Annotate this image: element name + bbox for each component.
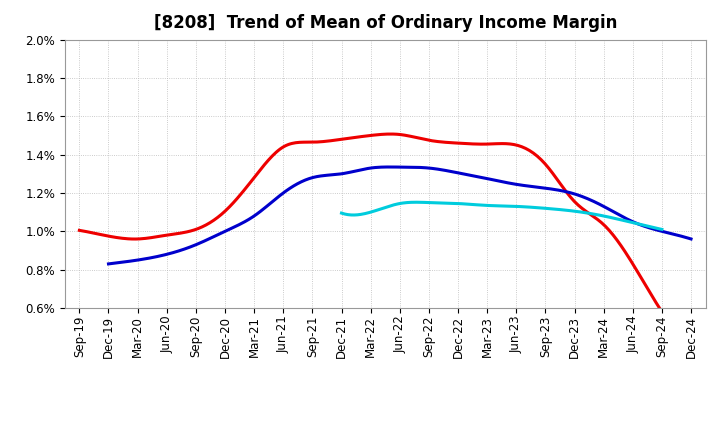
- 3 Years: [424, 137, 433, 143]
- 7 Years: [534, 205, 543, 210]
- Title: [8208]  Trend of Mean of Ordinary Income Margin: [8208] Trend of Mean of Ordinary Income …: [153, 15, 617, 33]
- 3 Years: [387, 132, 395, 137]
- 5 Years: [597, 202, 606, 208]
- 5 Years: [384, 165, 393, 170]
- 3 Years: [75, 228, 84, 233]
- 5 Years: [106, 261, 114, 266]
- 5 Years: [451, 170, 459, 175]
- 3 Years: [422, 137, 431, 143]
- 5 Years: [453, 170, 462, 175]
- 5 Years: [104, 261, 113, 267]
- 5 Years: [634, 221, 643, 227]
- 3 Years: [605, 228, 613, 233]
- 3 Years: [433, 139, 442, 144]
- 7 Years: [608, 215, 617, 220]
- 7 Years: [629, 220, 637, 225]
- 3 Years: [657, 309, 666, 315]
- 7 Years: [412, 200, 420, 205]
- 7 Years: [337, 210, 346, 216]
- 3 Years: [77, 228, 86, 233]
- 7 Years: [338, 211, 347, 216]
- Line: 5 Years: 5 Years: [109, 167, 691, 264]
- 5 Years: [687, 236, 696, 242]
- 7 Years: [657, 227, 666, 232]
- 3 Years: [568, 197, 577, 202]
- 7 Years: [529, 205, 538, 210]
- 7 Years: [528, 205, 536, 210]
- Line: 3 Years: 3 Years: [79, 134, 662, 312]
- Line: 7 Years: 7 Years: [341, 202, 662, 229]
- 5 Years: [463, 172, 472, 177]
